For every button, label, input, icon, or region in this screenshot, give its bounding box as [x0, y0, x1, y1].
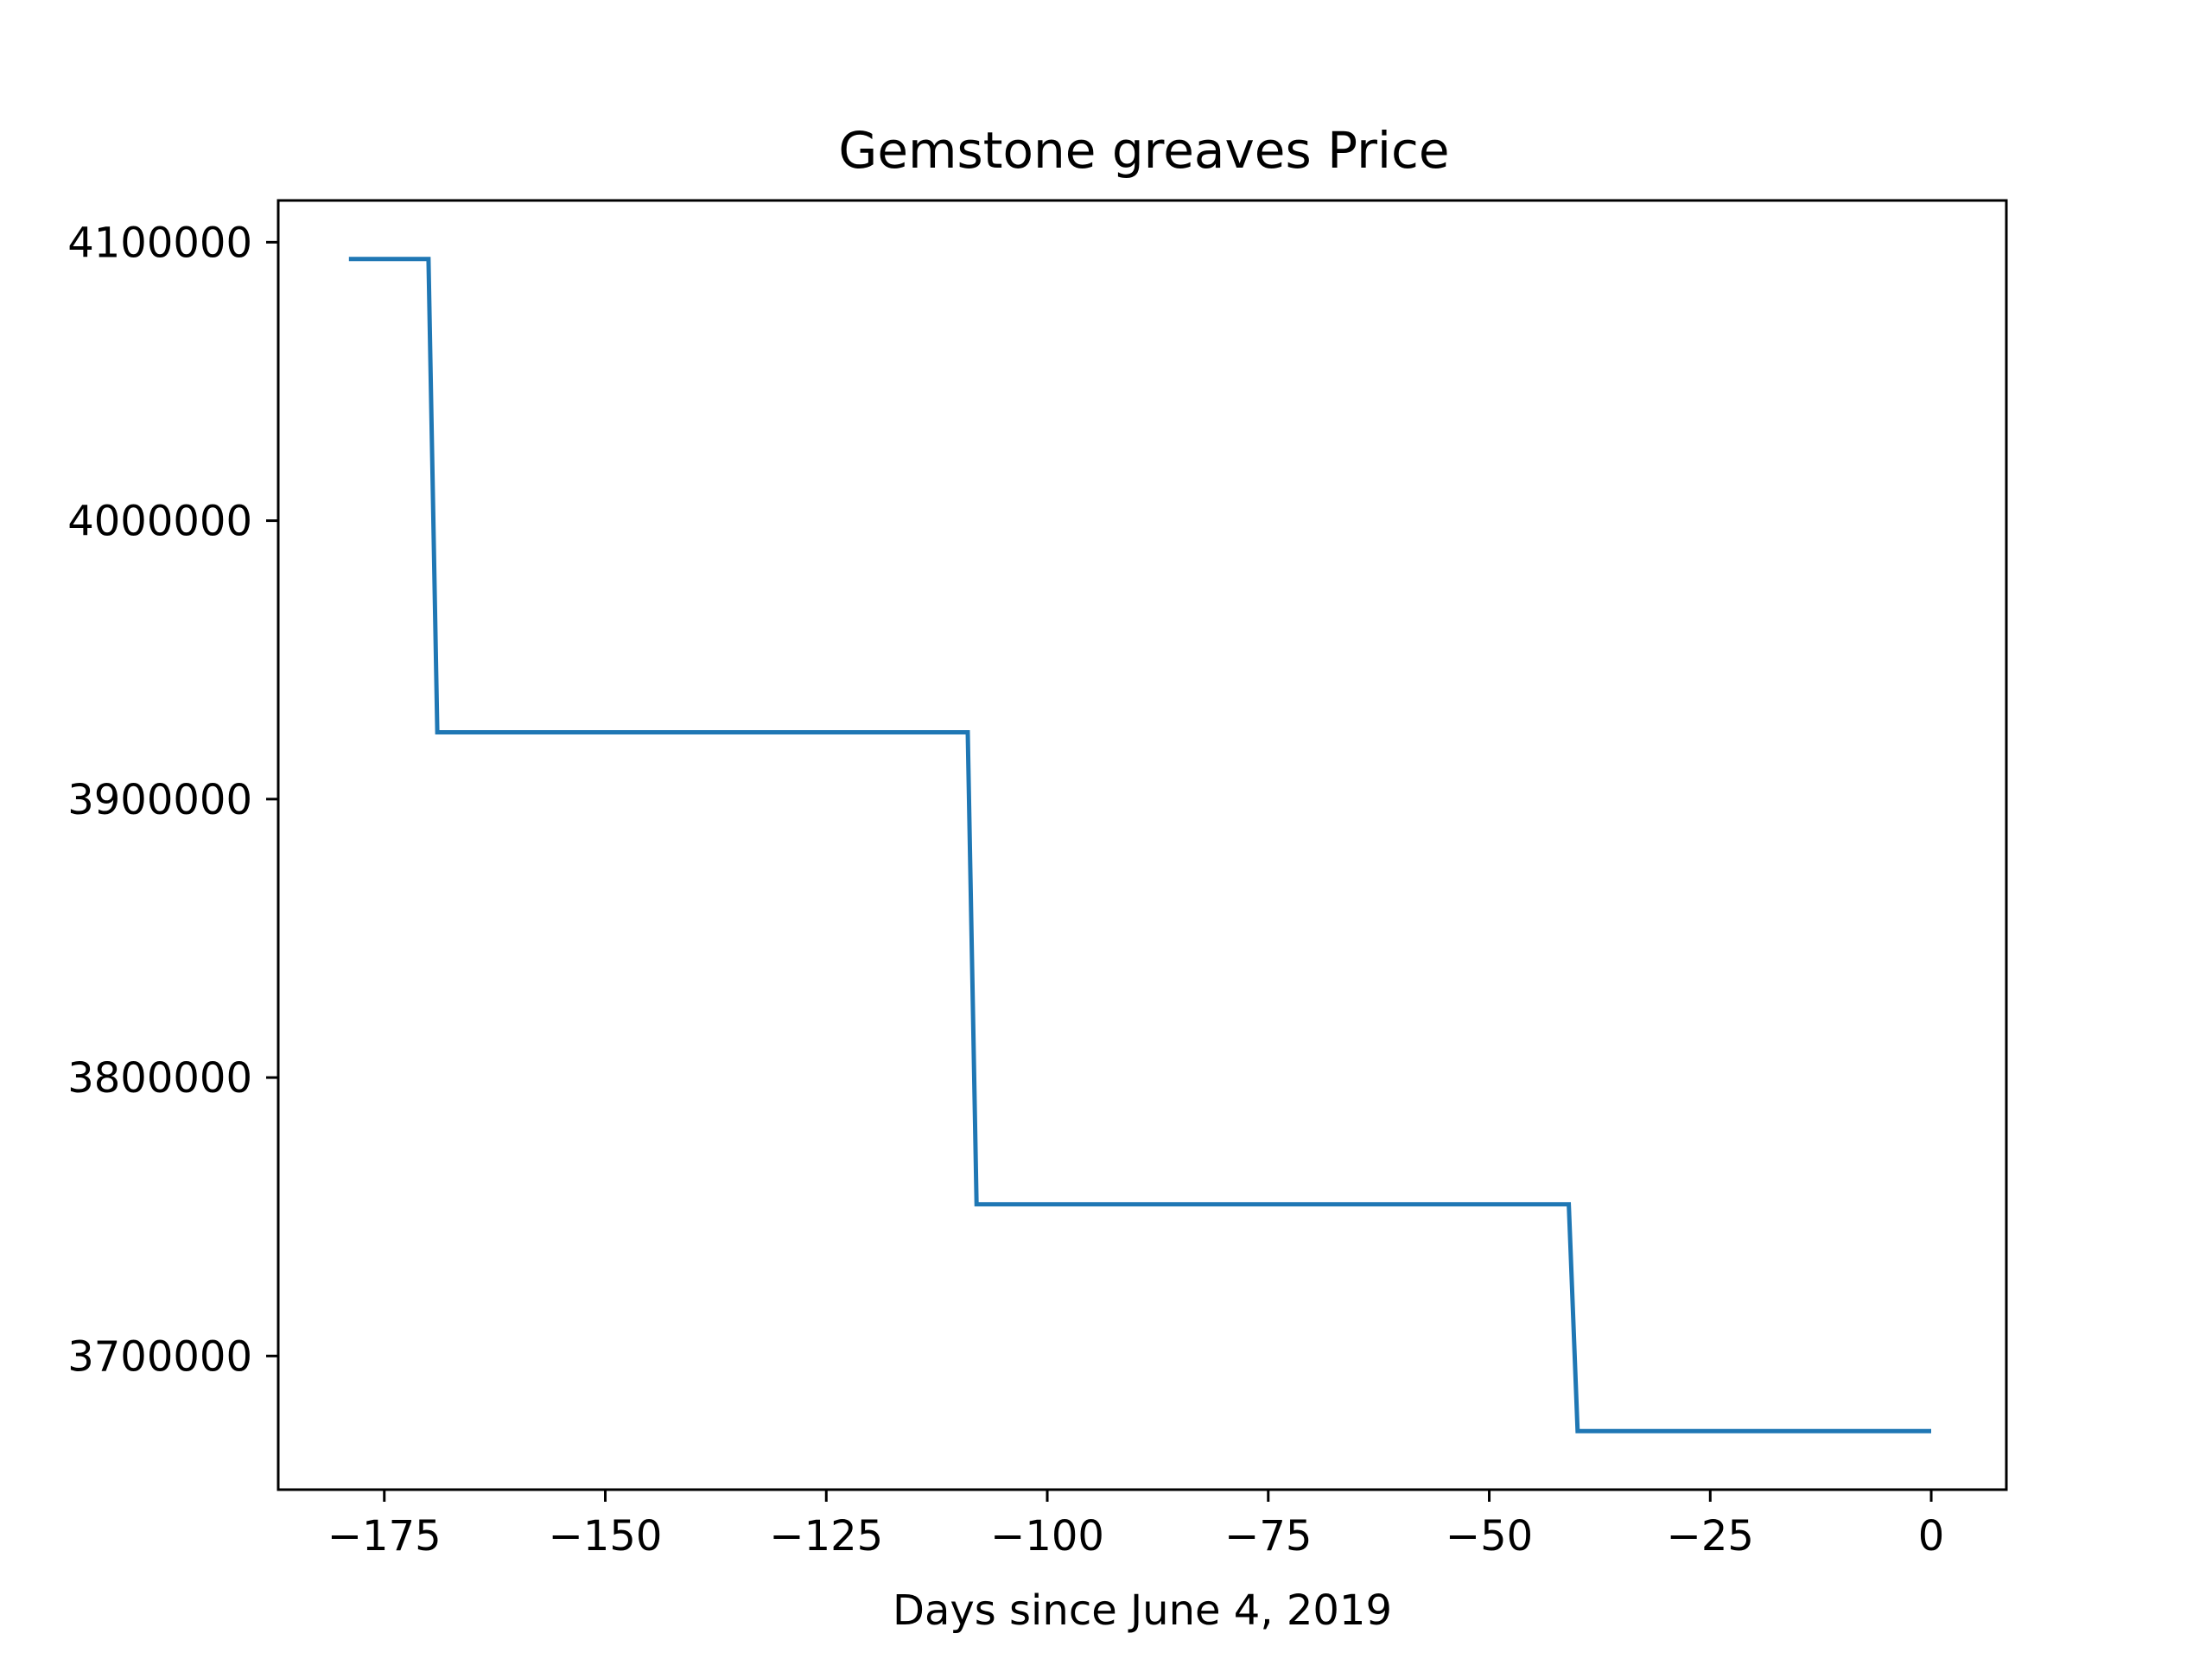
x-tick-label: −150: [549, 1512, 663, 1560]
series-line: [348, 257, 1931, 1433]
y-tick-label: 3700000: [67, 1332, 252, 1381]
x-tick-label: −75: [1224, 1512, 1312, 1560]
x-tick-label: −175: [327, 1512, 442, 1560]
chart-title: Gemstone greaves Price: [838, 121, 1449, 180]
x-axis-title: Days since June 4, 2019: [893, 1586, 1392, 1635]
x-axis-ticks: −175 −150 −125 −100 −75 −50 −25 0: [327, 1490, 1944, 1560]
y-tick-label: 3800000: [67, 1054, 252, 1103]
x-tick-label: −50: [1446, 1512, 1533, 1560]
x-tick-label: 0: [1918, 1512, 1945, 1560]
x-tick-label: −100: [990, 1512, 1104, 1560]
x-tick-label: −25: [1667, 1512, 1754, 1560]
y-tick-label: 4100000: [67, 219, 252, 267]
y-axis-ticks: 3700000 3800000 3900000 4000000 4100000: [67, 219, 278, 1381]
x-tick-label: −125: [769, 1512, 883, 1560]
series-layer: [348, 257, 1931, 1433]
y-tick-label: 3900000: [67, 776, 252, 824]
plot-area-frame: [276, 199, 2008, 1491]
y-tick-label: 4000000: [67, 498, 252, 546]
